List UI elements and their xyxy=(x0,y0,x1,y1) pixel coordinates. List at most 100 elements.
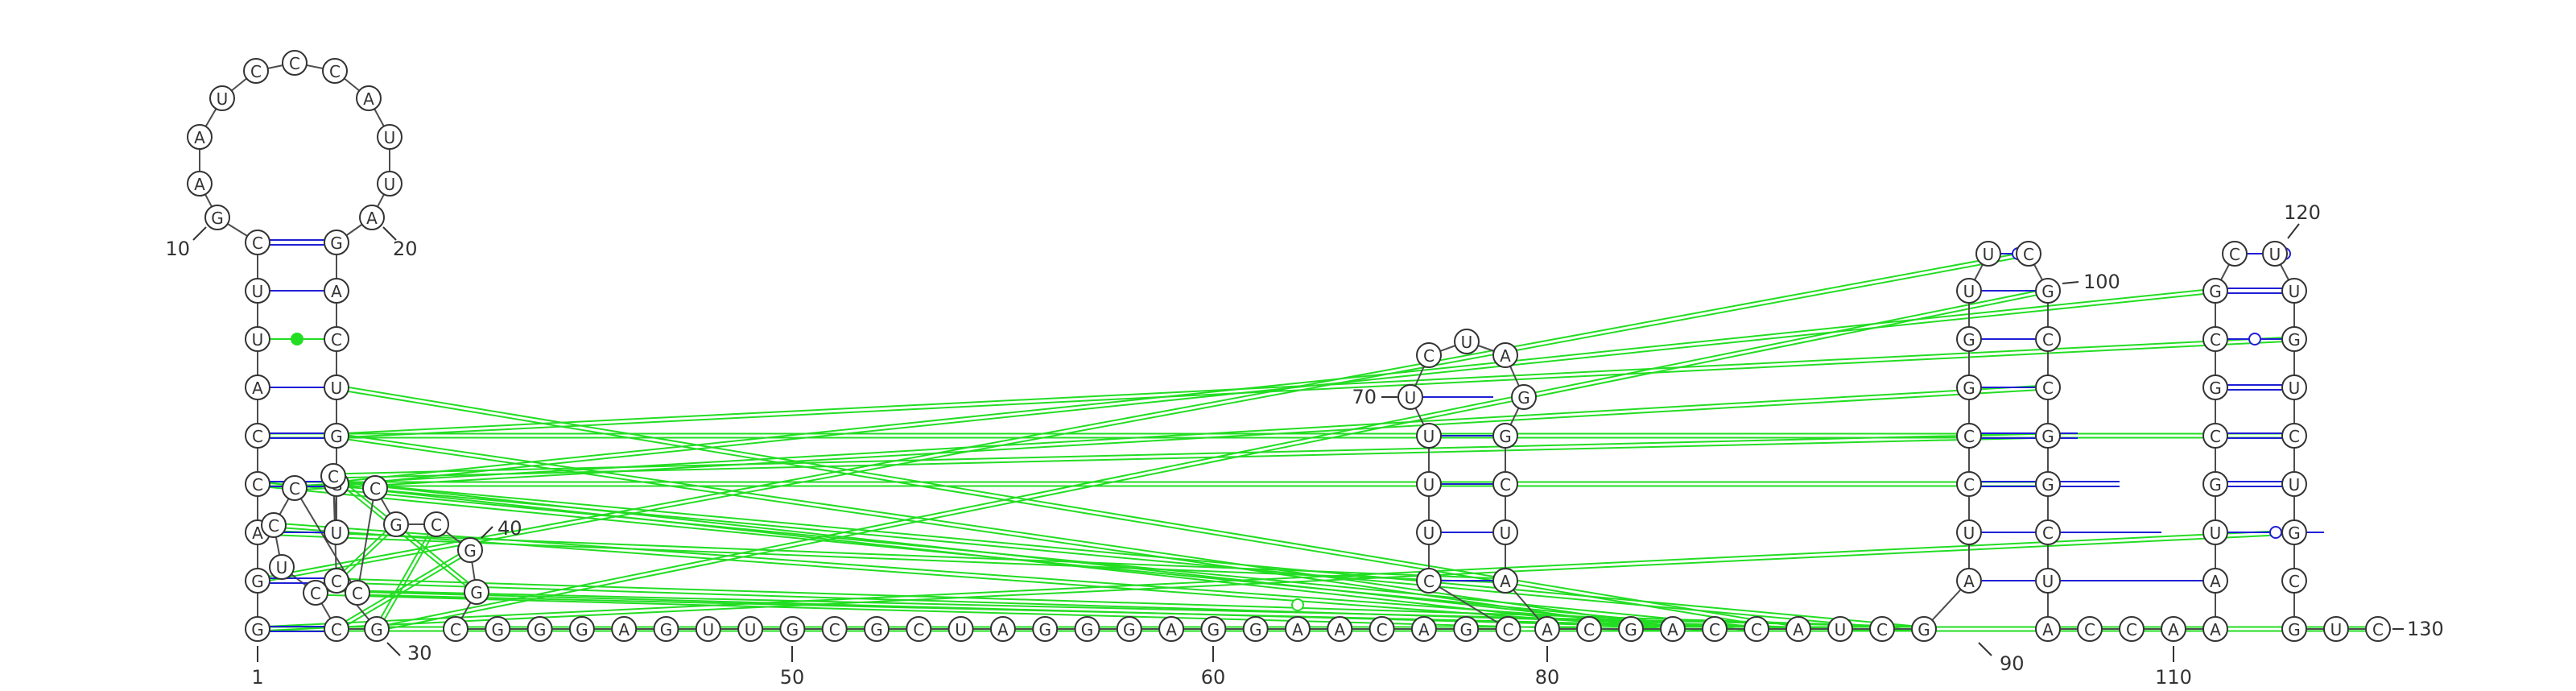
tertiary-interaction-line xyxy=(377,292,2049,632)
nucleotide-circle xyxy=(1074,616,1100,642)
label-text: 80 xyxy=(1535,666,1560,689)
label-text: 110 xyxy=(2155,666,2192,689)
nucleotide-circle xyxy=(1116,616,1142,642)
nucleotide-circle xyxy=(1956,568,1982,594)
nucleotide-circle xyxy=(245,423,270,449)
nucleotide-circle xyxy=(245,230,270,255)
nucleotide-32: C xyxy=(303,580,328,606)
nucleotide-base: U xyxy=(745,620,757,639)
nucleotide-base: G xyxy=(2209,379,2222,398)
nucleotide-circle xyxy=(464,579,489,605)
nucleotide-125: U xyxy=(2281,471,2307,497)
nucleotide-base: C xyxy=(252,427,263,446)
position-label-30: 30 xyxy=(386,642,432,664)
nucleotide-23: C xyxy=(324,326,349,352)
nucleotide-31: C xyxy=(324,616,349,642)
nucleotide-circle xyxy=(1454,329,1480,354)
nucleotide-circle xyxy=(345,580,370,606)
nucleotide-base: U xyxy=(1405,388,1417,408)
nucleotide-44: G xyxy=(526,616,553,642)
nucleotide-base: A xyxy=(252,523,263,543)
position-label-90: 90 xyxy=(1978,642,2025,675)
nucleotide-circle xyxy=(1534,616,1560,642)
nucleotide-circle xyxy=(2161,616,2186,642)
position-label-100: 100 xyxy=(2062,271,2120,293)
nucleotide-base: U xyxy=(1423,427,1435,446)
nucleotide-base: C xyxy=(250,62,262,81)
nucleotide-base: G xyxy=(370,620,383,639)
nucleotide-circle xyxy=(2281,374,2307,400)
nucleotide-circle xyxy=(377,124,402,150)
nucleotide-base: C xyxy=(2042,330,2054,350)
nucleotide-base: A xyxy=(1542,620,1553,639)
nucleotide-circle xyxy=(695,616,721,642)
nucleotide-111: A xyxy=(2202,616,2228,642)
nucleotide-circle xyxy=(245,471,270,497)
nucleotide-83: G xyxy=(1618,616,1644,642)
nucleotide-circle xyxy=(1956,374,1982,400)
position-label-40: 40 xyxy=(481,517,522,540)
nucleotide-base: G xyxy=(1963,379,1975,398)
nucleotide-base: G xyxy=(1081,620,1094,639)
nucleotide-base: A xyxy=(194,175,205,194)
nucleotide-base: A xyxy=(1500,346,1511,366)
nucleotide-base: U xyxy=(1963,523,1975,543)
nucleotide-circle xyxy=(362,475,388,501)
nucleotide-95: G xyxy=(1956,374,1982,400)
nucleotide-77: G xyxy=(1492,423,1518,449)
nucleotide-circle xyxy=(2077,616,2103,642)
nucleotide-60: G xyxy=(1200,616,1227,642)
nucleotide-circle xyxy=(1032,616,1059,642)
nucleotide-base: G xyxy=(2209,282,2222,301)
nucleotides-layer: GGACCAUUCGAAUCCCAUUAGACUGGUCCGCCUCCCCGCG… xyxy=(187,50,2391,642)
nucleotide-54: U xyxy=(947,616,974,642)
nucleotide-107: A xyxy=(2035,616,2061,642)
tertiary-interaction-line xyxy=(376,288,2048,628)
nucleotide-base: G xyxy=(2041,282,2054,301)
nucleotide-circle xyxy=(324,616,349,642)
nucleotide-circle xyxy=(1368,616,1395,642)
nucleotide-base: A xyxy=(252,379,263,398)
nucleotide-base: C xyxy=(1583,620,1595,639)
nucleotide-circle xyxy=(1492,568,1518,594)
nucleotide-58: G xyxy=(1116,616,1142,642)
tertiary-interaction-line xyxy=(336,388,1798,632)
nucleotide-base: C xyxy=(2042,523,2054,543)
nucleotide-circle xyxy=(2035,616,2061,642)
nucleotide-base: C xyxy=(1423,346,1435,366)
label-text: 50 xyxy=(780,666,805,689)
tertiary-interaction-line xyxy=(295,388,2049,491)
nucleotide-base: U xyxy=(252,282,264,301)
nucleotide-base: U xyxy=(1500,523,1512,543)
nucleotide-base: C xyxy=(252,234,263,253)
nucleotide-base: U xyxy=(2289,379,2301,398)
label-tick xyxy=(382,226,397,241)
nucleotide-20: A xyxy=(359,205,385,230)
nucleotide-circle xyxy=(423,511,449,537)
label-tick xyxy=(481,526,493,539)
nucleotide-base: U xyxy=(217,89,229,109)
nucleotide-circle xyxy=(989,616,1016,642)
nucleotide-base: A xyxy=(1793,620,1804,639)
nucleotide-113: U xyxy=(2202,519,2228,545)
nucleotide-circle xyxy=(2035,519,2061,545)
position-label-1: 1 xyxy=(251,646,264,689)
nucleotide-circle xyxy=(245,326,270,352)
nucleotide-circle xyxy=(2262,241,2288,267)
nucleotide-circle xyxy=(2035,326,2061,352)
nucleotide-base: C xyxy=(331,620,342,639)
nucleotide-109: C xyxy=(2119,616,2145,642)
nucleotide-base: G xyxy=(1963,330,1975,350)
nucleotide-92: U xyxy=(1956,519,1982,545)
nucleotide-circle xyxy=(245,616,270,642)
nucleotide-circle xyxy=(1956,423,1982,449)
nucleotide-112: A xyxy=(2202,568,2228,594)
nucleotide-circle xyxy=(1785,616,1811,642)
nucleotide-circle xyxy=(737,616,764,642)
nucleotide-36: C xyxy=(345,580,370,606)
nucleotide-21: G xyxy=(324,230,349,255)
tertiary-interaction-line xyxy=(316,590,1674,628)
nucleotide-67: C xyxy=(1495,616,1521,642)
tertiary-interaction-line xyxy=(294,384,2048,487)
nucleotide-45: G xyxy=(568,616,595,642)
